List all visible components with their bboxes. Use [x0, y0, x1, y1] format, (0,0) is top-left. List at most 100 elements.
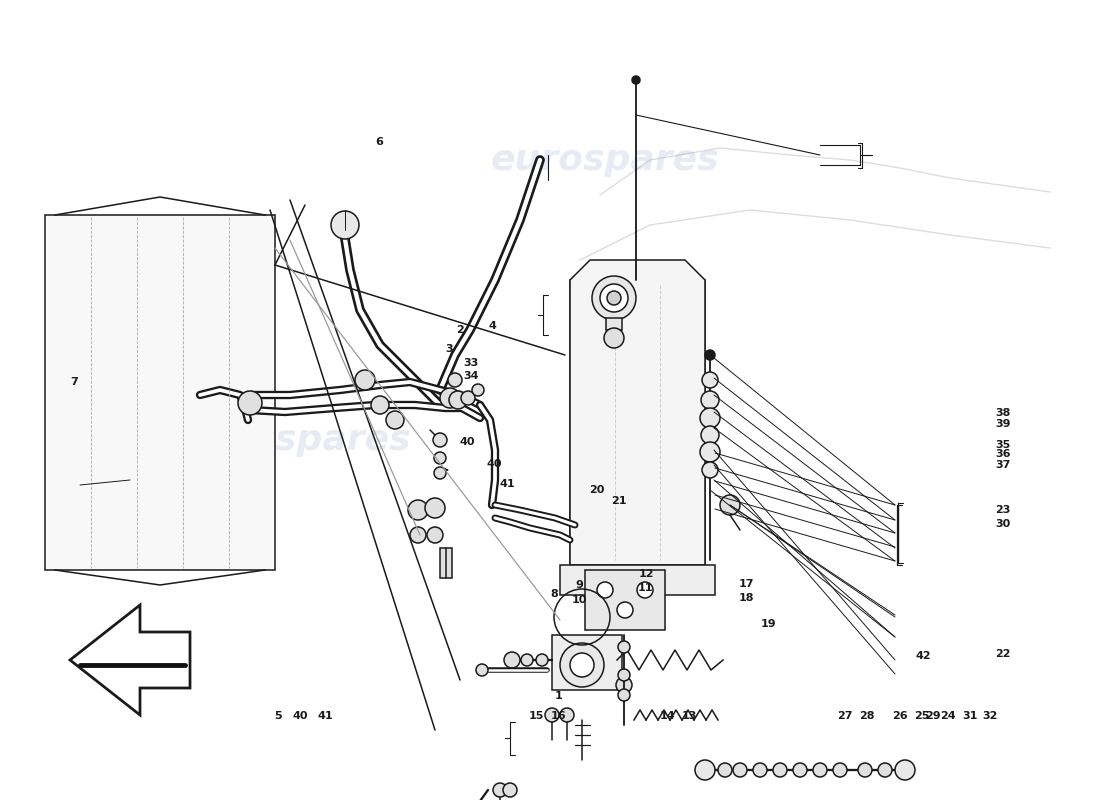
- Circle shape: [433, 433, 447, 447]
- Polygon shape: [70, 605, 190, 715]
- Circle shape: [592, 276, 636, 320]
- Text: 9: 9: [575, 580, 584, 590]
- Text: 4: 4: [488, 322, 497, 331]
- Text: 15: 15: [529, 711, 544, 721]
- Circle shape: [637, 582, 653, 598]
- Circle shape: [440, 388, 460, 408]
- Circle shape: [632, 76, 640, 84]
- Circle shape: [700, 442, 720, 462]
- Text: 41: 41: [499, 479, 515, 489]
- Text: 40: 40: [460, 438, 475, 447]
- Text: 3: 3: [446, 344, 452, 354]
- Text: 37: 37: [996, 460, 1011, 470]
- Circle shape: [878, 763, 892, 777]
- Circle shape: [427, 527, 443, 543]
- Text: 42: 42: [915, 651, 931, 661]
- Circle shape: [544, 708, 559, 722]
- Bar: [560, 565, 715, 595]
- Text: 36: 36: [996, 449, 1011, 458]
- Text: eurospares: eurospares: [491, 143, 719, 177]
- Circle shape: [607, 291, 621, 305]
- Circle shape: [618, 689, 630, 701]
- Circle shape: [597, 582, 613, 598]
- Text: 14: 14: [660, 711, 675, 721]
- Text: 2: 2: [455, 326, 464, 335]
- Circle shape: [425, 498, 446, 518]
- Circle shape: [536, 654, 548, 666]
- Text: 34: 34: [463, 371, 478, 381]
- Circle shape: [695, 760, 715, 780]
- Circle shape: [560, 643, 604, 687]
- Text: 30: 30: [996, 519, 1011, 529]
- Polygon shape: [570, 260, 705, 565]
- Text: 20: 20: [590, 485, 605, 494]
- Circle shape: [618, 669, 630, 681]
- Circle shape: [618, 641, 630, 653]
- Circle shape: [833, 763, 847, 777]
- Text: 21: 21: [612, 496, 627, 506]
- Text: 23: 23: [996, 505, 1011, 514]
- Circle shape: [705, 350, 715, 360]
- Circle shape: [355, 370, 375, 390]
- Circle shape: [461, 391, 475, 405]
- Text: 25: 25: [914, 711, 929, 721]
- Bar: [606, 318, 621, 330]
- Circle shape: [773, 763, 786, 777]
- Circle shape: [701, 426, 719, 444]
- Text: 33: 33: [463, 358, 478, 368]
- Text: 18: 18: [739, 594, 755, 603]
- Text: 22: 22: [996, 650, 1011, 659]
- Text: 28: 28: [859, 711, 874, 721]
- Text: 40: 40: [293, 711, 308, 721]
- Text: 1: 1: [554, 691, 563, 701]
- Circle shape: [858, 763, 872, 777]
- Circle shape: [448, 373, 462, 387]
- Circle shape: [718, 763, 732, 777]
- Text: 24: 24: [940, 711, 956, 721]
- Text: 29: 29: [925, 711, 940, 721]
- Text: 35: 35: [996, 440, 1011, 450]
- Circle shape: [386, 411, 404, 429]
- Text: 10: 10: [572, 595, 587, 605]
- Circle shape: [793, 763, 807, 777]
- Text: eurospares: eurospares: [183, 423, 411, 457]
- Circle shape: [616, 677, 632, 693]
- Circle shape: [472, 384, 484, 396]
- Text: 41: 41: [318, 711, 333, 721]
- Circle shape: [604, 328, 624, 348]
- Circle shape: [895, 760, 915, 780]
- Circle shape: [238, 391, 262, 415]
- Circle shape: [702, 372, 718, 388]
- Circle shape: [371, 396, 389, 414]
- Circle shape: [434, 467, 446, 479]
- Circle shape: [600, 284, 628, 312]
- Bar: [552, 635, 622, 690]
- Text: 13: 13: [682, 711, 697, 721]
- Bar: [440, 548, 452, 578]
- Text: 31: 31: [962, 711, 978, 721]
- Text: 19: 19: [761, 619, 777, 629]
- Bar: [570, 280, 705, 565]
- Text: 26: 26: [892, 711, 907, 721]
- Circle shape: [617, 602, 632, 618]
- Text: 8: 8: [550, 590, 559, 599]
- Text: 27: 27: [837, 711, 852, 721]
- Circle shape: [733, 763, 747, 777]
- Circle shape: [331, 211, 359, 239]
- Text: 11: 11: [638, 583, 653, 593]
- Circle shape: [503, 783, 517, 797]
- Text: 17: 17: [739, 579, 755, 589]
- Bar: [585, 570, 666, 630]
- Circle shape: [720, 495, 740, 515]
- Text: 38: 38: [996, 408, 1011, 418]
- Circle shape: [476, 664, 488, 676]
- Circle shape: [701, 391, 719, 409]
- Circle shape: [700, 408, 720, 428]
- Text: 39: 39: [996, 419, 1011, 429]
- Circle shape: [754, 763, 767, 777]
- Text: 7: 7: [69, 378, 78, 387]
- Circle shape: [449, 391, 468, 409]
- Circle shape: [408, 500, 428, 520]
- Text: 5: 5: [275, 711, 282, 721]
- Circle shape: [702, 462, 718, 478]
